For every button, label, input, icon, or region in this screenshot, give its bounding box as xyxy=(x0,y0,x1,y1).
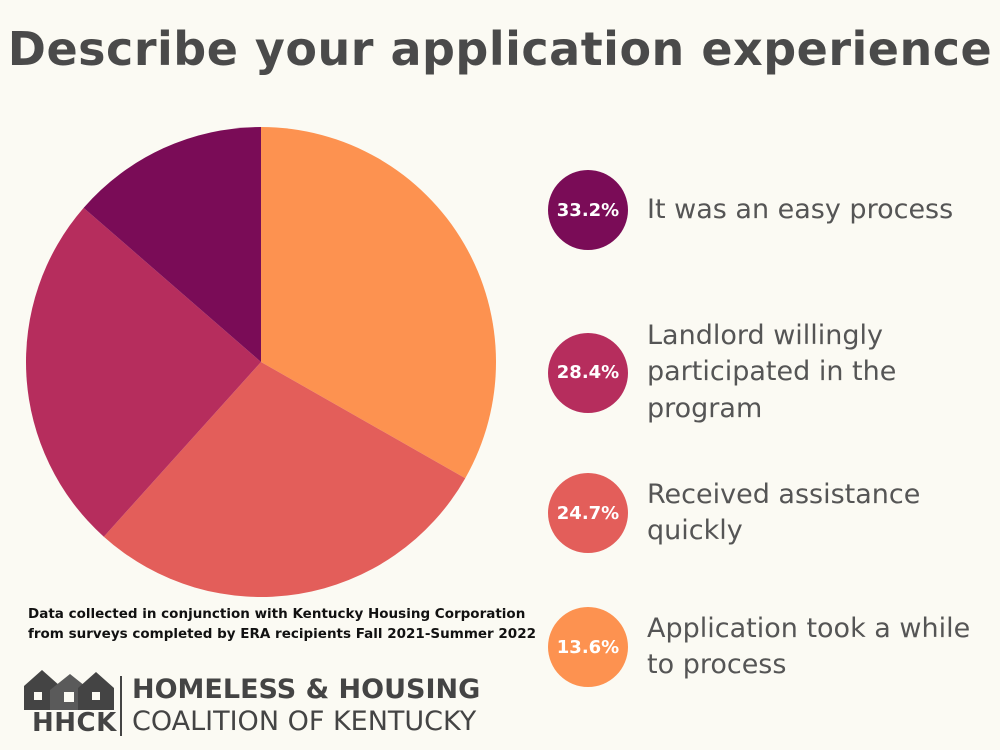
source-note-line-1: Data collected in conjunction with Kentu… xyxy=(28,606,526,622)
legend-label: Application took a while to process xyxy=(647,612,971,680)
pie-slice-3 xyxy=(26,207,261,537)
source-note: Data collected in conjunction with Kentu… xyxy=(28,605,548,644)
logo-divider xyxy=(120,676,122,736)
pie-slice-1 xyxy=(261,127,496,479)
legend-item-assistance: 24.7% Received assistance quickly xyxy=(548,473,977,553)
pie-slice-2 xyxy=(103,362,466,597)
legend-item-easy-process: 33.2% It was an easy process xyxy=(548,170,977,250)
organization-logo: HHCK HOMELESS & HOUSING COALITION OF KEN… xyxy=(20,660,490,740)
legend-badge: 13.6% xyxy=(548,607,628,687)
source-note-line-2: from surveys completed by ERA recipients… xyxy=(28,625,536,642)
logo-name-line-1: HOMELESS & HOUSING xyxy=(132,674,481,705)
legend-badge: 33.2% xyxy=(548,170,628,250)
pie-chart xyxy=(26,127,496,597)
legend-badge: 24.7% xyxy=(548,473,628,553)
chart-title: Describe your application experience xyxy=(7,22,993,76)
legend-label: It was an easy process xyxy=(647,193,954,225)
legend-label: Received assistance quickly xyxy=(647,478,921,546)
logo-abbreviation: HHCK xyxy=(32,708,117,738)
legend-item-landlord: 28.4% Landlord willingly participated in… xyxy=(548,318,977,427)
legend-item-application-time: 13.6% Application took a while to proces… xyxy=(548,607,977,687)
legend-badge: 28.4% xyxy=(548,332,628,413)
logo-name-line-2: COALITION OF KENTUCKY xyxy=(132,706,477,737)
legend-label: Landlord willingly participated in the p… xyxy=(647,320,897,424)
house-skyline-icon xyxy=(24,670,114,710)
pie-slice-4 xyxy=(83,127,261,362)
